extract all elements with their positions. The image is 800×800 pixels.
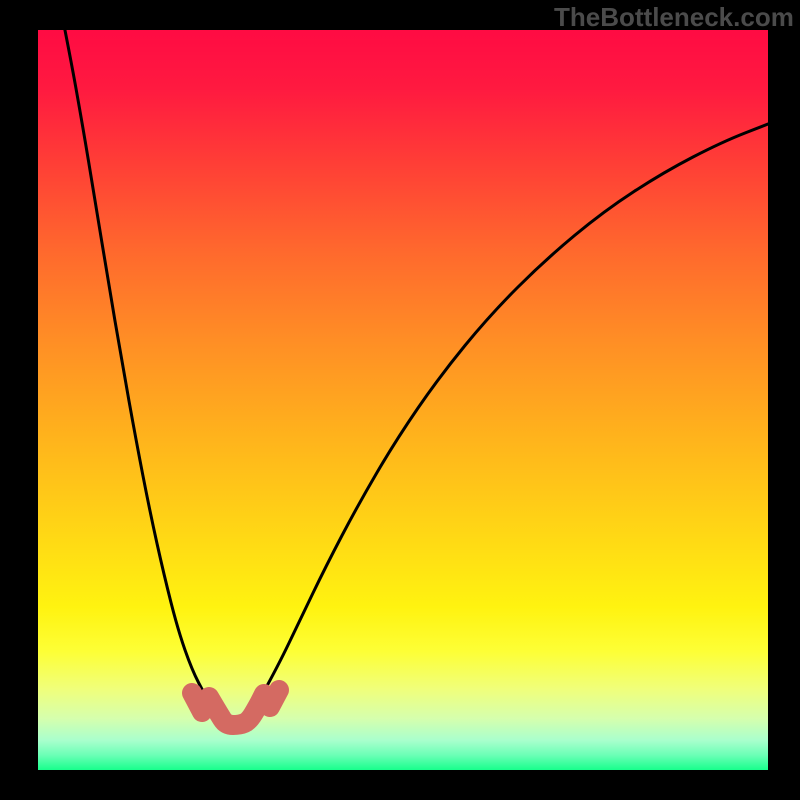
chart-svg: [38, 30, 768, 770]
chart-plot-area: [38, 30, 768, 770]
chart-gradient-background: [38, 30, 768, 770]
marker-wing-left: [192, 693, 202, 712]
marker-wing-right: [270, 690, 279, 707]
watermark-text: TheBottleneck.com: [554, 2, 794, 33]
chart-root: TheBottleneck.com: [0, 0, 800, 800]
